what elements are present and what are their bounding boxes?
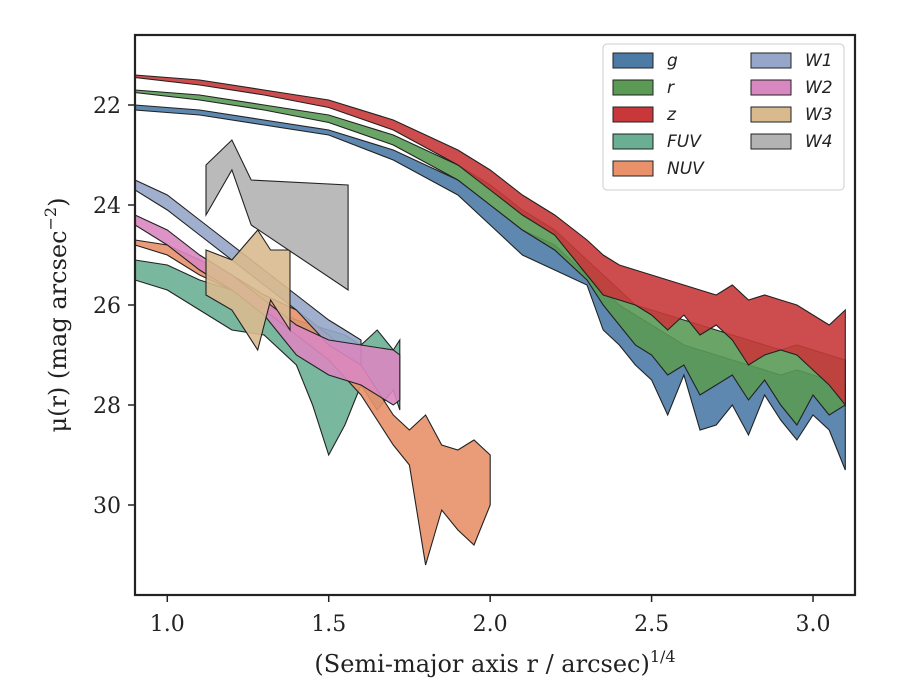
y-tick-label: 28 [93, 394, 121, 419]
plot-frame [133, 33, 857, 597]
legend-swatch-g [612, 52, 654, 69]
legend-swatch-nuv [612, 160, 654, 177]
x-tick-label: 1.0 [150, 612, 185, 637]
legend-label-w2: W2 [805, 78, 833, 98]
legend-label-w4: W4 [805, 132, 833, 152]
chart-areas [134, 74, 846, 566]
legend-swatch-w1 [750, 52, 792, 69]
legend-label-nuv: NUV [667, 159, 705, 179]
y-tick-label: 24 [93, 194, 121, 219]
x-axis-ticks: 1.0 1.5 2.0 2.5 3.0 [150, 595, 831, 637]
legend: grz FUV NUV W1 W2 W3 W4 [602, 43, 845, 191]
legend-swatch-fuv [612, 133, 654, 150]
legend-swatch-w2 [750, 79, 792, 96]
legend-label-r: r [667, 78, 675, 98]
legend-label-w3: W3 [805, 105, 833, 125]
legend-swatch-z [612, 106, 654, 123]
y-tick-label: 30 [93, 494, 121, 519]
legend-label-w1: W1 [805, 51, 833, 71]
legend-label-g: g [667, 51, 678, 71]
y-axis-ticks: 22 24 26 28 30 [93, 94, 135, 519]
legend-label-fuv: FUV [667, 132, 702, 152]
band-w4 [205, 139, 349, 292]
x-tick-label: 2.5 [634, 612, 669, 637]
y-tick-label: 26 [93, 294, 121, 319]
legend-swatch-r [612, 79, 654, 96]
x-tick-label: 2.0 [473, 612, 508, 637]
y-axis-label: μ(r) (mag arcsec−2) [41, 198, 72, 433]
x-tick-label: 1.5 [311, 612, 346, 637]
band-z [134, 74, 846, 407]
y-tick-label: 22 [93, 94, 121, 119]
legend-swatch-w4 [750, 133, 792, 150]
legend-label-z: z [666, 105, 677, 125]
legend-swatch-w3 [750, 106, 792, 123]
x-tick-label: 3.0 [796, 612, 831, 637]
band-w3 [205, 229, 291, 352]
x-axis-label: (Semi-major axis r / arcsec)1/4 [314, 647, 675, 678]
